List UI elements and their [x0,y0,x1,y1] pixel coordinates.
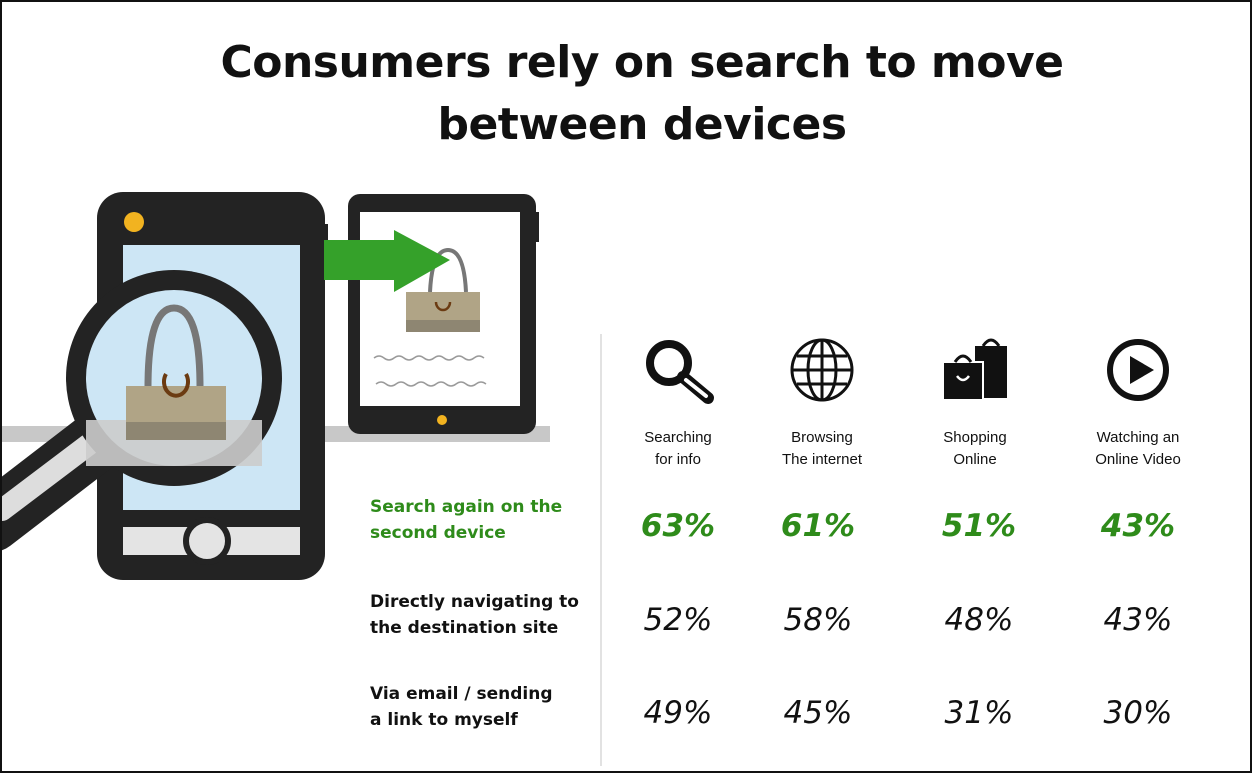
category-label: Shopping Online [895,427,1055,471]
category-searching: Searching for info [598,332,758,471]
category-label-line-2: The internet [781,451,863,468]
row-label-line-2: second device [370,523,506,543]
globe-icon [790,338,854,402]
row-label-line-1: Search again on the [370,497,563,517]
row-label-line-2: the destination site [370,618,559,638]
tablet-device [348,194,539,434]
category-label-line-1: Shopping [943,429,1007,446]
row-label-search-again: Search again on the second device [370,494,600,546]
value-cell: 31% [944,695,1014,731]
transfer-arrow [324,230,450,292]
value-cell: 61% [780,508,856,544]
category-label-line-1: Watching an [1096,429,1180,446]
value-cell: 51% [941,508,1017,544]
value-cell: 43% [1103,602,1173,638]
title-line-2: between devices [437,99,847,150]
row-label-email-link: Via email / sending a link to myself [370,681,600,733]
page-title: Consumers rely on search to move between… [142,32,1142,156]
category-label-line-2: Online Video [1095,451,1181,468]
shopping-bag-icon [942,338,1007,401]
value-cell: 45% [783,695,853,731]
value-cell: 49% [643,695,713,731]
value-cell: 43% [1100,508,1176,544]
row-label-line-2: a link to myself [370,710,518,730]
category-shopping: Shopping Online [895,332,1055,471]
title-line-1: Consumers rely on search to move [220,37,1064,88]
category-label-line-2: Online [953,451,997,468]
category-label: Watching an Online Video [1058,427,1218,471]
column-divider [600,334,602,766]
magnifier-icon [646,340,714,404]
category-label: Browsing The internet [742,427,902,471]
row-label-direct-navigation: Directly navigating to the destination s… [370,589,600,641]
value-cell: 58% [783,602,853,638]
value-cell: 48% [944,602,1014,638]
category-label-line-1: Searching [644,429,712,446]
row-label-line-1: Directly navigating to [370,592,579,612]
magnifier-illustration [2,270,282,551]
category-label-line-1: Browsing [791,429,853,446]
category-label: Searching for info [598,427,758,471]
category-browsing: Browsing The internet [742,332,902,471]
category-label-line-2: for info [655,451,701,468]
value-cell: 52% [643,602,713,638]
row-label-line-1: Via email / sending [370,684,553,704]
category-watching: Watching an Online Video [1058,332,1218,471]
value-cell: 30% [1103,695,1173,731]
play-icon [1107,339,1169,401]
value-cell: 63% [640,508,716,544]
